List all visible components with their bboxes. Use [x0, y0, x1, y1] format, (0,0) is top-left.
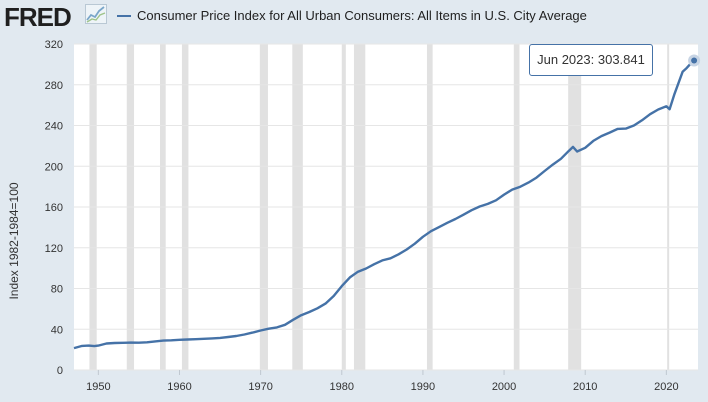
y-tick-label: 240 [45, 121, 63, 133]
line-chart-icon [85, 4, 107, 24]
tooltip-value: 303.841 [597, 52, 645, 67]
x-tick-label: 2000 [492, 381, 516, 393]
tooltip-date: Jun 2023: [537, 52, 595, 67]
y-tick-label: 80 [51, 284, 63, 296]
hover-point-marker[interactable] [691, 57, 698, 64]
y-tick-label: 120 [45, 243, 63, 255]
data-point-tooltip: Jun 2023: 303.841 [529, 44, 653, 76]
x-tick-label: 1960 [167, 381, 191, 393]
legend-label: Consumer Price Index for All Urban Consu… [137, 8, 587, 23]
gridlines-layer [74, 43, 698, 371]
y-tick-label: 160 [45, 202, 63, 214]
x-tick-label: 1980 [330, 381, 354, 393]
fred-logo[interactable]: FRED [4, 2, 72, 32]
y-axis-tick-labels: 0 40 80 120 160 200 240 280 320 [45, 39, 63, 377]
cpi-line-chart[interactable]: 0 40 80 120 160 200 240 280 320 1950 1960 1970 1980… [0, 34, 708, 402]
x-tick-label: 1990 [411, 381, 435, 393]
x-axis-tick-labels: 1950 1960 1970 1980 1990 2000 2010 2020 [86, 370, 679, 393]
y-tick-label: 0 [57, 365, 63, 377]
series-layer [73, 54, 701, 350]
series-line-cpi[interactable] [73, 59, 695, 350]
y-axis-title: Index 1982-1984=100 [7, 182, 21, 299]
x-tick-label: 2010 [573, 381, 597, 393]
x-tick-label: 1950 [86, 381, 110, 393]
x-tick-label: 1970 [248, 381, 272, 393]
y-tick-label: 280 [45, 80, 63, 92]
x-tick-label: 2020 [654, 381, 678, 393]
legend-swatch [117, 15, 131, 17]
y-tick-label: 40 [51, 324, 63, 336]
y-tick-label: 320 [45, 39, 63, 51]
y-tick-label: 200 [45, 161, 63, 173]
chart-header: FRED Consumer Price Index for All Urban … [0, 0, 708, 34]
